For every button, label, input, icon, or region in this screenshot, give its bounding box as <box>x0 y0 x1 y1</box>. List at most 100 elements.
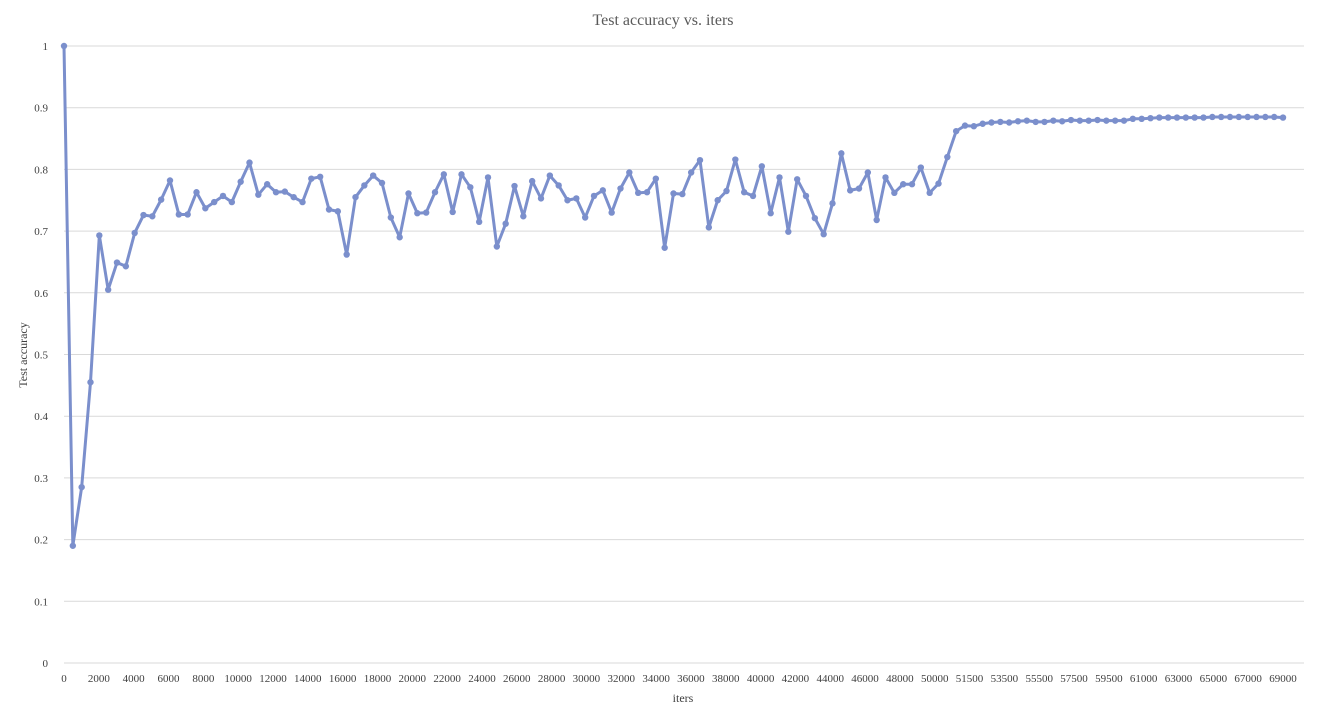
data-point <box>935 180 942 187</box>
data-point <box>776 174 783 181</box>
data-point <box>493 243 501 250</box>
data-point <box>237 178 244 185</box>
data-point <box>149 213 156 220</box>
data-point <box>458 171 465 178</box>
y-tick-label: 0.4 <box>34 411 48 423</box>
x-tick-label: 36000 <box>677 673 705 685</box>
x-tick-label: 32000 <box>608 673 636 685</box>
data-point <box>316 173 324 180</box>
data-point <box>599 187 607 194</box>
x-tick-label: 30000 <box>573 673 601 685</box>
x-tick-label: 34000 <box>642 673 670 685</box>
data-point <box>1209 113 1216 121</box>
data-point <box>643 189 651 196</box>
data-point <box>175 211 183 218</box>
data-point <box>1014 118 1022 125</box>
x-axis-ticks: 0 2000 4000 6000 8000 10000 12000 14000 16000 180… <box>61 673 1297 685</box>
data-point <box>422 209 430 216</box>
x-tick-label: 8000 <box>192 673 215 685</box>
data-point <box>988 119 995 126</box>
data-point <box>352 193 359 201</box>
data-point <box>626 169 633 176</box>
data-point <box>926 189 933 197</box>
x-tick-label: 57500 <box>1060 673 1088 685</box>
data-point <box>431 189 439 196</box>
data-point <box>1253 113 1260 121</box>
data-point <box>1279 114 1287 121</box>
data-point <box>873 216 880 224</box>
data-point <box>1244 113 1251 121</box>
data-point <box>122 263 130 270</box>
data-point <box>246 159 253 166</box>
y-tick-label: 0.8 <box>34 164 48 176</box>
x-tick-label: 38000 <box>712 673 740 685</box>
data-point <box>1164 114 1172 121</box>
data-point <box>157 196 165 203</box>
data-point <box>166 177 174 184</box>
data-point <box>1270 113 1278 121</box>
x-tick-label: 42000 <box>782 673 810 685</box>
data-point <box>1235 113 1243 121</box>
data-point <box>1120 117 1128 124</box>
data-point <box>608 209 615 216</box>
x-tick-label: 55500 <box>1025 673 1053 685</box>
data-point <box>1200 114 1207 121</box>
x-tick-label: 44000 <box>816 673 844 685</box>
y-axis-label: Test accuracy <box>16 322 30 387</box>
data-point <box>617 185 624 192</box>
data-point <box>811 214 819 222</box>
x-tick-label: 6000 <box>157 673 180 685</box>
data-point <box>104 286 112 293</box>
data-point <box>1067 116 1075 124</box>
y-tick-label: 0.9 <box>34 103 48 115</box>
data-point <box>511 182 518 190</box>
data-point <box>414 210 421 217</box>
x-tick-label: 22000 <box>433 673 461 685</box>
data-point <box>820 230 827 238</box>
x-tick-label: 51500 <box>956 673 984 685</box>
data-point <box>1226 113 1234 121</box>
x-tick-label: 4000 <box>123 673 146 685</box>
data-point <box>1111 117 1119 124</box>
x-tick-label: 61000 <box>1130 673 1158 685</box>
data-point <box>405 190 412 197</box>
data-point <box>255 191 262 198</box>
x-axis-label: iters <box>673 691 694 705</box>
data-point <box>184 211 191 218</box>
data-point <box>740 189 748 196</box>
data-point <box>581 214 589 221</box>
data-point <box>802 192 810 200</box>
y-tick-label: 0.7 <box>34 226 48 238</box>
series-accuracy <box>60 42 1287 549</box>
data-point <box>696 156 704 164</box>
y-axis-ticks: 0 0.1 0.2 0.3 0.4 0.5 0.6 0.7 0.8 0.9 1 <box>34 41 48 670</box>
x-tick-label: 65000 <box>1200 673 1228 685</box>
x-tick-label: 50000 <box>921 673 949 685</box>
data-point <box>767 210 774 217</box>
data-point <box>449 208 456 216</box>
data-point <box>838 150 845 157</box>
x-tick-label: 2000 <box>88 673 111 685</box>
x-tick-label: 67000 <box>1234 673 1262 685</box>
data-point <box>87 379 94 386</box>
x-tick-label: 63000 <box>1165 673 1193 685</box>
data-point <box>793 176 801 183</box>
data-point <box>1129 115 1137 123</box>
data-point <box>140 211 147 219</box>
x-tick-label: 40000 <box>747 673 775 685</box>
y-tick-label: 1 <box>43 41 49 53</box>
data-point <box>202 205 209 212</box>
x-tick-label: 18000 <box>364 673 392 685</box>
data-point <box>113 259 121 266</box>
x-tick-label: 24000 <box>468 673 496 685</box>
data-point <box>210 198 218 206</box>
data-point <box>467 184 474 191</box>
data-point <box>272 189 280 196</box>
data-point <box>528 177 536 185</box>
data-point <box>325 206 333 213</box>
data-point <box>846 187 854 194</box>
data-point <box>1156 114 1163 121</box>
data-point <box>520 213 527 220</box>
data-point <box>979 120 986 127</box>
